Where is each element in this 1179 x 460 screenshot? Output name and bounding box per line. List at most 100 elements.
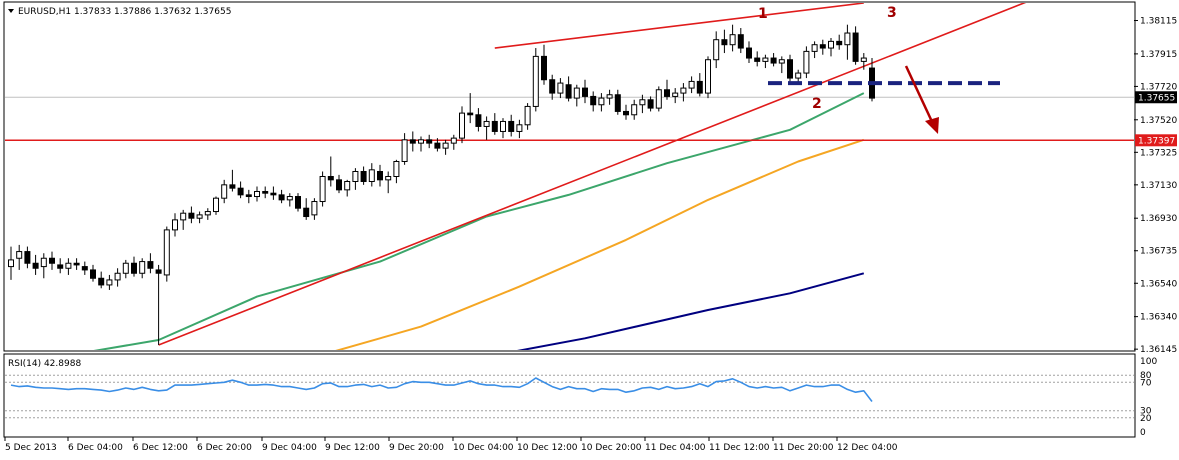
candle: [270, 186, 277, 200]
candle: [598, 93, 605, 112]
candle: [631, 99, 638, 120]
candle-body: [278, 194, 285, 201]
candle-body: [770, 57, 777, 64]
ema-orange-line: [335, 138, 865, 350]
candle: [508, 114, 515, 137]
rsi-line: [10, 377, 873, 402]
candle: [336, 174, 342, 194]
candle-body: [582, 87, 588, 97]
candle: [573, 84, 580, 107]
candle: [213, 196, 219, 215]
candle: [106, 274, 113, 290]
candle: [278, 189, 285, 204]
candle-body: [532, 55, 539, 107]
candle-body: [459, 112, 465, 139]
candle-body: [623, 110, 629, 116]
candle-body: [573, 87, 580, 99]
candle: [180, 209, 187, 230]
candle-body: [860, 57, 867, 62]
candle-body: [319, 176, 326, 203]
candle: [491, 113, 498, 135]
candle: [664, 79, 670, 100]
candle: [541, 44, 547, 85]
candle-body: [516, 124, 523, 132]
candle-body: [139, 261, 146, 274]
candle-body: [565, 84, 572, 99]
candle-body: [311, 201, 318, 216]
candle: [836, 34, 843, 50]
candle: [204, 208, 211, 220]
candle-body: [696, 80, 703, 94]
candle: [16, 244, 23, 270]
candle-body: [409, 139, 416, 144]
candle: [770, 53, 777, 67]
candle: [754, 51, 761, 67]
candle-body: [344, 181, 351, 191]
candle-body: [303, 207, 310, 218]
time-tick-label: 10 Dec 12:00: [517, 443, 578, 453]
candle: [196, 211, 203, 224]
candle: [221, 179, 228, 204]
candle-body: [614, 94, 621, 112]
candle-body: [803, 50, 810, 74]
price-tick-label: 1.36735: [1140, 247, 1177, 257]
candle: [360, 166, 367, 185]
candle: [442, 139, 449, 155]
candle-body: [377, 170, 383, 181]
candle: [803, 46, 810, 79]
candle: [262, 186, 269, 199]
candle-body: [434, 142, 441, 149]
candle-body: [16, 251, 23, 259]
candle: [819, 39, 826, 55]
candle-body: [114, 272, 121, 281]
candle: [467, 93, 474, 124]
candle-body: [57, 264, 64, 269]
candle: [352, 168, 359, 190]
price-tick-label: 1.37720: [1140, 82, 1177, 92]
candle-body: [680, 87, 687, 94]
current-price-box: [1135, 91, 1177, 104]
candle: [131, 256, 137, 277]
candle-body: [442, 142, 449, 149]
candle: [532, 48, 539, 112]
candle-body: [286, 196, 293, 201]
candle: [590, 91, 597, 112]
time-tick-label: 6 Dec 20:00: [197, 443, 252, 453]
candle: [114, 268, 121, 287]
ema-navy-line: [516, 272, 865, 350]
time-tick-label: 11 Dec 20:00: [773, 443, 834, 453]
horizontal-level-box: [1135, 134, 1177, 147]
time-tick-label: 10 Dec 04:00: [453, 443, 514, 453]
candle-body: [122, 262, 129, 274]
candle: [450, 134, 457, 150]
candle-body: [360, 170, 367, 183]
candle: [459, 106, 465, 144]
candle: [516, 119, 523, 139]
candle: [418, 136, 424, 152]
rsi-tick-label: 100: [1140, 357, 1157, 367]
candle-body: [418, 139, 424, 144]
main-panel-frame: [3, 1, 1136, 352]
time-tick-label: 9 Dec 12:00: [325, 443, 380, 453]
time-tick-label: 9 Dec 04:00: [262, 443, 317, 453]
chevron-down-icon[interactable]: [8, 9, 14, 13]
candle: [729, 24, 736, 52]
candle: [393, 159, 400, 184]
candle-body: [98, 277, 105, 286]
candle-body: [40, 257, 47, 268]
candle-body: [787, 59, 793, 79]
candle: [90, 264, 96, 282]
price-tick-label: 1.36930: [1140, 214, 1177, 224]
candle: [475, 108, 482, 132]
candle: [401, 133, 408, 165]
candle: [721, 29, 728, 54]
candle: [385, 171, 392, 194]
candle-body: [754, 57, 761, 62]
candle-body: [73, 262, 80, 266]
candle-body: [180, 212, 187, 221]
candle-body: [549, 79, 556, 94]
candle-body: [541, 55, 547, 81]
candle: [311, 198, 318, 220]
candle-body: [229, 184, 236, 189]
